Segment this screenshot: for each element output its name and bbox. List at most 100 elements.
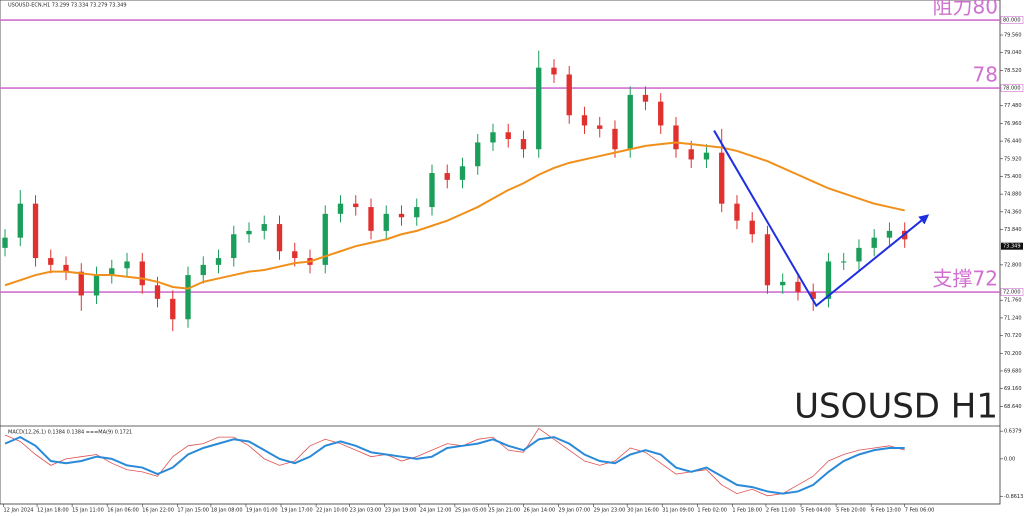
level-label: 78 <box>973 63 998 87</box>
level-label: 支撑72 <box>933 267 998 291</box>
level-tag-box <box>1000 84 1024 92</box>
candle-body <box>825 261 832 299</box>
y-tick-label: 72.800 <box>1004 262 1022 268</box>
y-tick-label: 0.00 <box>1004 456 1015 462</box>
macd-title: MACD(12,26,1) 0.1384 0.1384 ===MA(9) 0.1… <box>8 430 132 436</box>
plot-frame <box>0 0 1001 505</box>
candle-body <box>292 251 298 259</box>
x-tick-label: 1 Feb 18:00 <box>732 508 762 514</box>
candle-body <box>520 139 527 150</box>
x-tick-label: 5 Feb 04:00 <box>801 508 831 514</box>
candle-body <box>871 237 877 248</box>
candle-body <box>536 67 542 150</box>
x-tick-label: 1 Feb 02:00 <box>697 508 727 514</box>
candle-body <box>551 67 557 75</box>
x-tick-label: 23 Jan 03:00 <box>350 508 382 514</box>
watermark: USOUSD H1 <box>794 387 998 427</box>
y-tick-label: 76.960 <box>1004 121 1022 127</box>
candle-body <box>719 152 725 204</box>
candle-body <box>185 275 191 320</box>
candle-body <box>612 128 618 150</box>
candle-body <box>703 152 710 160</box>
candle-body <box>139 261 145 286</box>
candle-body <box>642 94 649 102</box>
candle-body <box>231 234 237 259</box>
chart-title: USOUSD-ECN,H1 73.299 73.334 73.279 73.34… <box>8 3 127 9</box>
candle-body <box>200 264 206 276</box>
candle-body <box>795 281 801 293</box>
x-tick-label: 17 Jan 15:00 <box>177 508 209 514</box>
x-tick-label: 19 Jan 01:00 <box>246 508 278 514</box>
candle-body <box>78 271 84 296</box>
y-tick-label: -0.8613 <box>1004 494 1023 500</box>
candle-body <box>109 268 115 276</box>
level-tag: 78.000 <box>1003 86 1021 92</box>
candle-body <box>749 220 755 235</box>
candle-body <box>429 173 435 208</box>
y-tick-label: 71.240 <box>1004 315 1022 321</box>
candle-body <box>490 132 496 143</box>
candle-body <box>246 230 252 235</box>
level-tag-box <box>1000 288 1024 296</box>
candle-body <box>566 74 572 116</box>
candle-body <box>856 247 862 262</box>
x-tick-label: 19 Jan 17:00 <box>281 508 313 514</box>
y-tick-label: 79.560 <box>1004 33 1022 39</box>
candle-body <box>337 203 344 214</box>
y-tick-label: 71.760 <box>1004 298 1022 304</box>
x-tick-label: 23 Jan 19:00 <box>385 508 417 514</box>
y-tick-label: 79.040 <box>1004 50 1022 56</box>
candle-body <box>475 142 481 167</box>
last-price-label: 73.349 <box>1003 244 1021 250</box>
candle-body <box>383 213 389 231</box>
candle-body <box>276 224 283 252</box>
candle-body <box>841 261 847 263</box>
candle-body <box>764 234 771 286</box>
candle-body <box>505 132 511 140</box>
y-tick-label: 75.400 <box>1004 174 1022 180</box>
y-tick-label: 70.200 <box>1004 351 1022 357</box>
last-price-box <box>1001 242 1023 250</box>
y-tick-label: 76.440 <box>1004 139 1022 145</box>
x-tick-label: 25 Jan 21:00 <box>488 508 520 514</box>
candle-body <box>886 230 893 238</box>
indicator-line <box>4 427 905 497</box>
trend-line <box>713 130 930 308</box>
candle-body <box>215 258 222 265</box>
candle-body <box>810 292 816 299</box>
y-tick-label: 69.160 <box>1004 386 1022 392</box>
candle-body <box>48 258 54 265</box>
candle-body <box>459 166 466 180</box>
x-tick-label: 16 Jan 22:00 <box>142 508 174 514</box>
candle-body <box>627 94 633 150</box>
y-tick-label: 75.920 <box>1004 156 1022 162</box>
x-tick-label: 30 Jan 16:00 <box>627 508 659 514</box>
y-tick-label: 77.480 <box>1004 103 1022 109</box>
candle-body <box>368 207 374 231</box>
x-tick-label: 15 Jan 11:00 <box>72 508 104 514</box>
moving-average <box>4 141 905 290</box>
y-tick-label: 74.360 <box>1004 209 1022 215</box>
x-tick-label: 18 Jan 08:00 <box>211 508 243 514</box>
candle-body <box>154 285 161 299</box>
candle-body <box>170 298 176 320</box>
candle-body <box>322 213 328 265</box>
level-tag-box <box>1000 16 1024 24</box>
candle-body <box>124 261 130 269</box>
y-tick-label: 73.840 <box>1004 227 1022 233</box>
x-tick-label: 26 Jan 14:00 <box>523 508 555 514</box>
candle-body <box>688 149 694 160</box>
level-label: 阻力80 <box>933 0 998 19</box>
candle-body <box>444 173 450 180</box>
x-tick-label: 29 Jan 23:00 <box>594 508 626 514</box>
x-tick-label: 12 Jan 2024 <box>4 508 34 514</box>
candle-body <box>734 203 740 221</box>
candle-body <box>93 275 100 296</box>
x-tick-label: 2 Feb 11:00 <box>766 508 796 514</box>
candle-body <box>658 101 664 126</box>
x-tick-label: 24 Jan 12:00 <box>420 508 452 514</box>
y-tick-label: 0.6379 <box>1004 429 1022 435</box>
x-tick-label: 25 Jan 05:00 <box>455 508 487 514</box>
y-tick-label: 74.880 <box>1004 192 1022 198</box>
x-tick-label: 7 Feb 06:00 <box>905 508 935 514</box>
